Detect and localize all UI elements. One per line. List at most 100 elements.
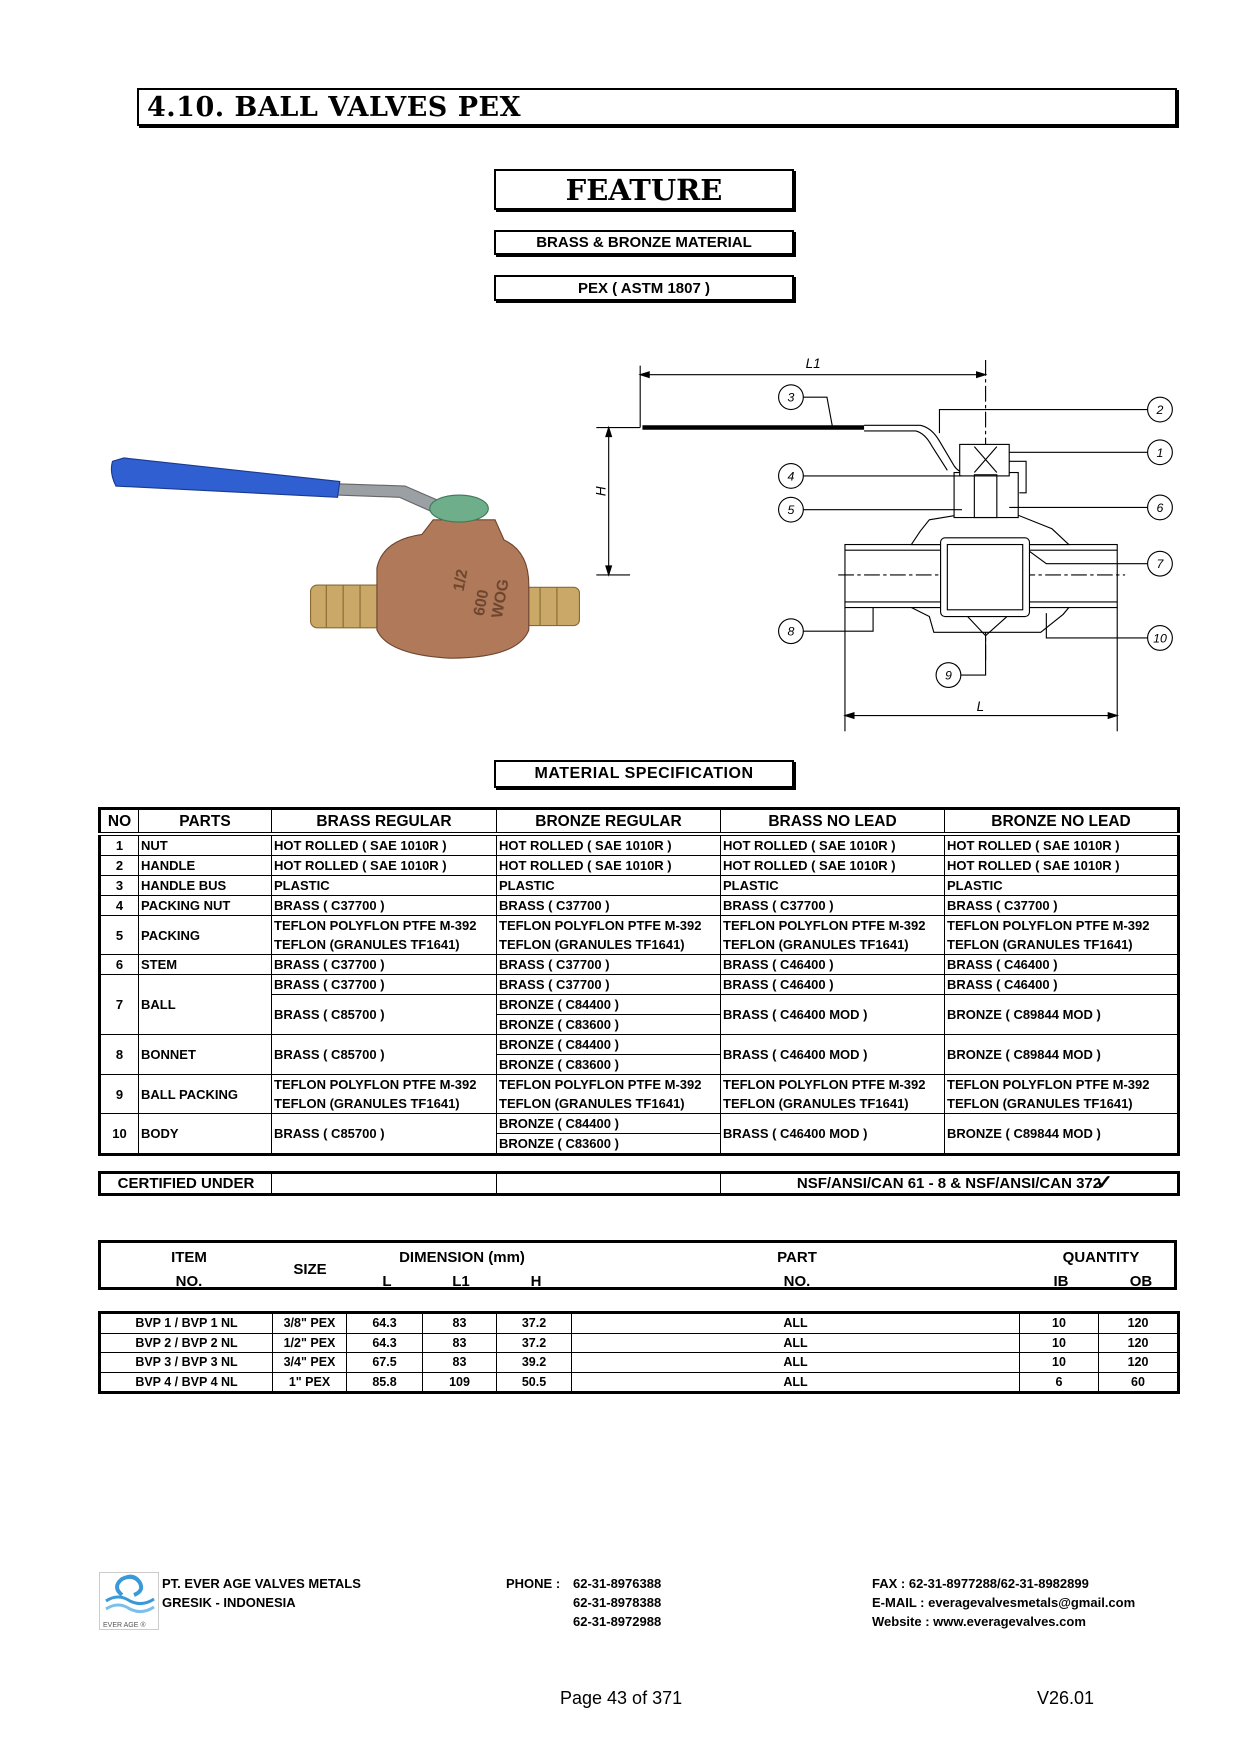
callout-5: 5: [778, 496, 804, 523]
cell-ob: 120: [1098, 1312, 1179, 1334]
callout-3: 3: [778, 384, 804, 411]
part-name: HANDLE BUS: [138, 875, 272, 896]
callout-10: 10: [1147, 624, 1173, 651]
callout-2: 2: [1147, 396, 1173, 423]
svg-text:10: 10: [1153, 631, 1167, 645]
material-cell: BRASS ( C37700 ): [496, 895, 721, 916]
material-cell: BRONZE ( C83600 ): [496, 1133, 721, 1155]
certified-label: CERTIFIED UNDER: [99, 1172, 272, 1195]
table-row: BRONZE ( C83600 ): [100, 1133, 1179, 1155]
material-cell: TEFLON POLYFLON PTFE M-392 TEFLON (GRANU…: [720, 1074, 945, 1114]
part-name: BODY: [138, 1113, 272, 1155]
photo-marking-wog: WOG: [489, 578, 513, 620]
phone-2: 62-31-8978388: [573, 1595, 662, 1610]
material-cell: BRONZE ( C84400 ): [496, 994, 721, 1015]
material-cell: PLASTIC: [944, 875, 1179, 896]
material-cell: HOT ROLLED ( SAE 1010R ): [944, 833, 1179, 856]
part-name: PACKING: [138, 915, 272, 955]
fax: FAX : 62-31-8977288/62-31-8982899: [872, 1576, 1089, 1591]
photo-stem-nut: [429, 494, 489, 523]
header-quantity: QUANTITY: [1062, 1249, 1140, 1266]
cell-l: 67.5: [346, 1352, 423, 1373]
material-cell: TEFLON POLYFLON PTFE M-392 TEFLON (GRANU…: [720, 915, 945, 955]
drawing-ball-bore: [946, 543, 1024, 611]
cell-ob: 60: [1098, 1371, 1179, 1393]
svg-text:3: 3: [788, 391, 795, 405]
table-row: BVP 2 / BVP 2 NL 1/2" PEX 64.3 83 37.2 ALL 10 1…: [99, 1332, 1179, 1353]
drawing-handle: [864, 424, 966, 474]
email: E-MAIL : everagevalvesmetals@gmail.com: [872, 1595, 1136, 1610]
material-cell: BRASS ( C37700 ): [271, 954, 497, 975]
dim-label-h: H: [593, 486, 608, 496]
material-cell: BRASS ( C46400 ): [944, 954, 1179, 975]
photo-valve-body: [376, 519, 530, 659]
cell-ib: 10: [1019, 1352, 1099, 1373]
cell-l1: 83: [422, 1332, 497, 1353]
table-row: 8 BONNET BRASS ( C85700 ) BRONZE ( C84400 )…: [99, 1034, 1179, 1075]
cell-item: BVP 3 / BVP 3 NL: [99, 1352, 273, 1373]
material-cell: BRASS ( C37700 ): [271, 895, 497, 916]
cell-item: BVP 4 / BVP 4 NL: [99, 1371, 273, 1393]
material-cell: BRASS ( C37700 ): [496, 974, 721, 995]
certified-value: NSF/ANSI/CAN 61 - 8 & NSF/ANSI/CAN 372: [796, 1175, 1102, 1192]
column-header: BRASS NO LEAD: [720, 808, 945, 836]
callout-7: 7: [1147, 550, 1173, 577]
callout-8: 8: [778, 618, 804, 645]
company-location: GRESIK - INDONESIA: [162, 1595, 296, 1610]
column-header: BRONZE NO LEAD: [944, 808, 1179, 836]
cell-size: 1/2" PEX: [272, 1332, 347, 1353]
dimension-table: BVP 1 / BVP 1 NL 3/8" PEX 64.3 83 37.2 ALL 10 1…: [98, 1311, 1180, 1394]
header-item: ITEM: [171, 1249, 207, 1266]
part-number: 3: [99, 875, 139, 896]
column-header: BRASS REGULAR: [271, 808, 497, 836]
material-cell: TEFLON POLYFLON PTFE M-392 TEFLON (GRANU…: [944, 915, 1179, 955]
photo-pex-ribs: [325, 585, 558, 628]
version: V26.01: [1037, 1688, 1095, 1708]
material-cell: BRASS ( C37700 ): [496, 954, 721, 975]
material-cell: TEFLON POLYFLON PTFE M-392 TEFLON (GRANU…: [944, 1074, 1179, 1114]
header-ib: IB: [1053, 1273, 1069, 1290]
certified-check-icon: ✓: [1096, 1172, 1113, 1194]
website: Website : www.everagevalves.com: [872, 1614, 1086, 1629]
wave-logo-icon: [105, 1574, 155, 1614]
table-row: BVP 3 / BVP 3 NL 3/4" PEX 67.5 83 39.2 ALL 10 1…: [99, 1352, 1179, 1373]
svg-text:1: 1: [1157, 446, 1164, 460]
header-ob: OB: [1129, 1273, 1153, 1290]
table-row: 4 PACKING NUT BRASS ( C37700 ) BRASS ( C377…: [99, 895, 1179, 916]
material-cell: HOT ROLLED ( SAE 1010R ): [496, 855, 721, 876]
cell-part: ALL: [571, 1352, 1020, 1373]
photo-marking-size: 1/2: [451, 568, 472, 593]
dim-arrows-h: [605, 425, 613, 577]
cell-l: 64.3: [346, 1312, 423, 1334]
table-row: 3 HANDLE BUS PLASTIC PLASTIC PLASTIC PLASTIC: [99, 875, 1179, 896]
part-name: NUT: [138, 833, 272, 856]
material-cell: TEFLON POLYFLON PTFE M-392 TEFLON (GRANU…: [271, 1074, 497, 1114]
logo-text: EVER AGE ®: [103, 1622, 146, 1629]
page-number: Page 43 of 371: [560, 1688, 683, 1708]
part-name: HANDLE: [138, 855, 272, 876]
material-cell: BRONZE ( C83600 ): [496, 1014, 721, 1035]
callout-1: 1: [1147, 439, 1173, 466]
part-number: 5: [99, 915, 139, 955]
material-cell: PLASTIC: [271, 875, 497, 896]
part-name: BALL: [138, 974, 272, 1035]
header-dimension: DIMENSION (mm): [399, 1249, 525, 1266]
header-size: SIZE: [293, 1261, 327, 1278]
svg-text:4: 4: [788, 469, 795, 483]
table-row: 6 STEM BRASS ( C37700 ) BRASS ( C37700 ) BRA…: [99, 954, 1179, 975]
cell-l: 64.3: [346, 1332, 423, 1353]
material-cell: TEFLON POLYFLON PTFE M-392 TEFLON (GRANU…: [496, 915, 721, 955]
svg-text:8: 8: [788, 625, 795, 639]
table-header-row: NO PARTS BRASS REGULAR BRONZE REGULAR BRASS …: [99, 808, 1179, 836]
material-cell: BRASS ( C37700 ): [720, 895, 945, 916]
dim-label-l1: L1: [806, 356, 821, 371]
table-row: BVP 1 / BVP 1 NL 3/8" PEX 64.3 83 37.2 ALL 10 1…: [99, 1312, 1179, 1334]
material-cell: HOT ROLLED ( SAE 1010R ): [720, 855, 945, 876]
drawing-bonnet: [953, 471, 1019, 519]
callout-6: 6: [1147, 494, 1173, 521]
table-row: 1 NUT HOT ROLLED ( SAE 1010R ) HOT ROLLED (…: [99, 833, 1179, 856]
column-header: NO: [99, 808, 139, 836]
part-number: 8: [99, 1034, 139, 1075]
svg-text:5: 5: [788, 503, 795, 517]
drawing-stem-square: [973, 446, 998, 473]
